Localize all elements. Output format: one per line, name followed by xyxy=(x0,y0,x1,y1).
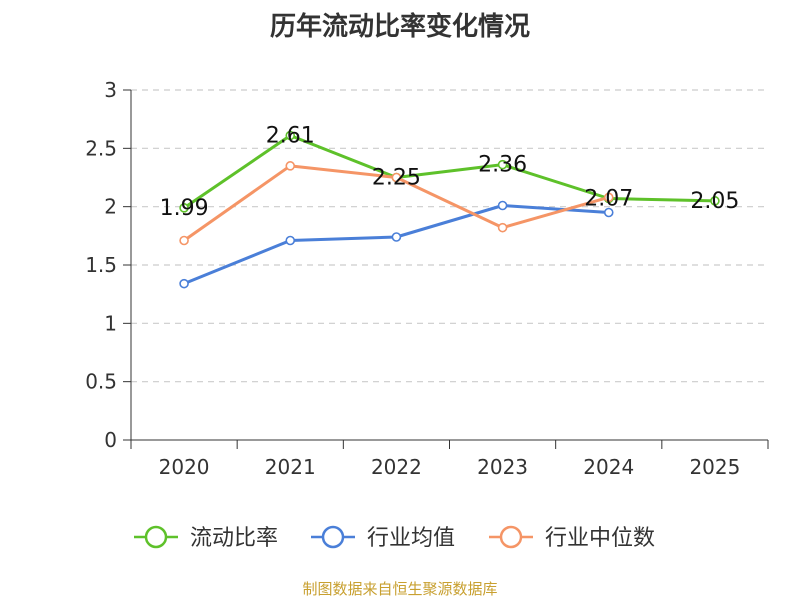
y-tick-label: 3 xyxy=(104,78,117,102)
grid-lines xyxy=(131,89,768,383)
data-labels: 1.99 2.61 2.25 2.36 2.07 2.05 xyxy=(160,124,740,221)
data-label: 2.05 xyxy=(690,189,739,214)
x-tick-label: 2020 xyxy=(159,455,210,479)
source-note: 制图数据来自恒生聚源数据库 xyxy=(302,580,498,598)
data-point xyxy=(497,159,508,170)
x-tick-label: 2024 xyxy=(583,455,634,479)
data-point xyxy=(710,196,720,206)
y-tick-label: 0.5 xyxy=(85,370,117,394)
legend-label: 行业均值 xyxy=(367,526,455,551)
legend-item-2[interactable]: 行业均值 xyxy=(311,525,455,551)
data-point xyxy=(179,235,189,246)
y-tick-label: 2.5 xyxy=(85,136,117,160)
data-point xyxy=(603,207,614,218)
series-lines xyxy=(179,130,720,289)
legend-marker xyxy=(321,525,345,549)
data-point xyxy=(391,232,402,242)
data-point xyxy=(497,222,508,233)
data-point xyxy=(391,172,402,183)
x-tick-label: 2021 xyxy=(265,455,316,479)
data-point xyxy=(603,192,614,203)
data-label: 1.99 xyxy=(160,196,209,221)
data-point xyxy=(285,161,296,171)
legend[interactable]: 流动比率 行业均值 行业中位数 xyxy=(134,525,655,551)
legend-item-1[interactable]: 流动比率 xyxy=(134,525,278,551)
y-tick-label: 2 xyxy=(104,195,117,219)
legend-marker xyxy=(144,525,168,549)
chart-title: 历年流动比率变化情况 xyxy=(269,12,530,42)
data-label: 2.25 xyxy=(372,166,421,191)
series-line-2 xyxy=(183,204,609,286)
legend-item-3[interactable]: 行业中位数 xyxy=(489,525,655,551)
series-line-1 xyxy=(183,134,715,210)
data-label: 2.07 xyxy=(584,187,633,212)
y-tick-label: 1.5 xyxy=(85,253,117,277)
data-point xyxy=(285,130,296,141)
x-tick-label: 2023 xyxy=(477,455,528,479)
legend-label: 行业中位数 xyxy=(545,526,655,551)
data-point xyxy=(285,235,296,246)
data-point xyxy=(179,203,189,213)
legend-label: 流动比率 xyxy=(190,526,278,551)
data-label: 2.61 xyxy=(266,124,315,149)
x-tick-label: 2025 xyxy=(689,455,740,479)
y-tick-label: 1 xyxy=(104,311,117,335)
legend-marker xyxy=(499,525,523,549)
x-tick-label: 2022 xyxy=(371,455,422,479)
data-point xyxy=(497,200,508,211)
axes: 0 0.5 1 1.5 2 2.5 3 2020 2021 2022 2023 2024 2025 xyxy=(85,78,769,479)
data-label: 2.36 xyxy=(478,153,527,178)
data-point xyxy=(179,278,189,289)
y-tick-label: 0 xyxy=(104,428,117,452)
